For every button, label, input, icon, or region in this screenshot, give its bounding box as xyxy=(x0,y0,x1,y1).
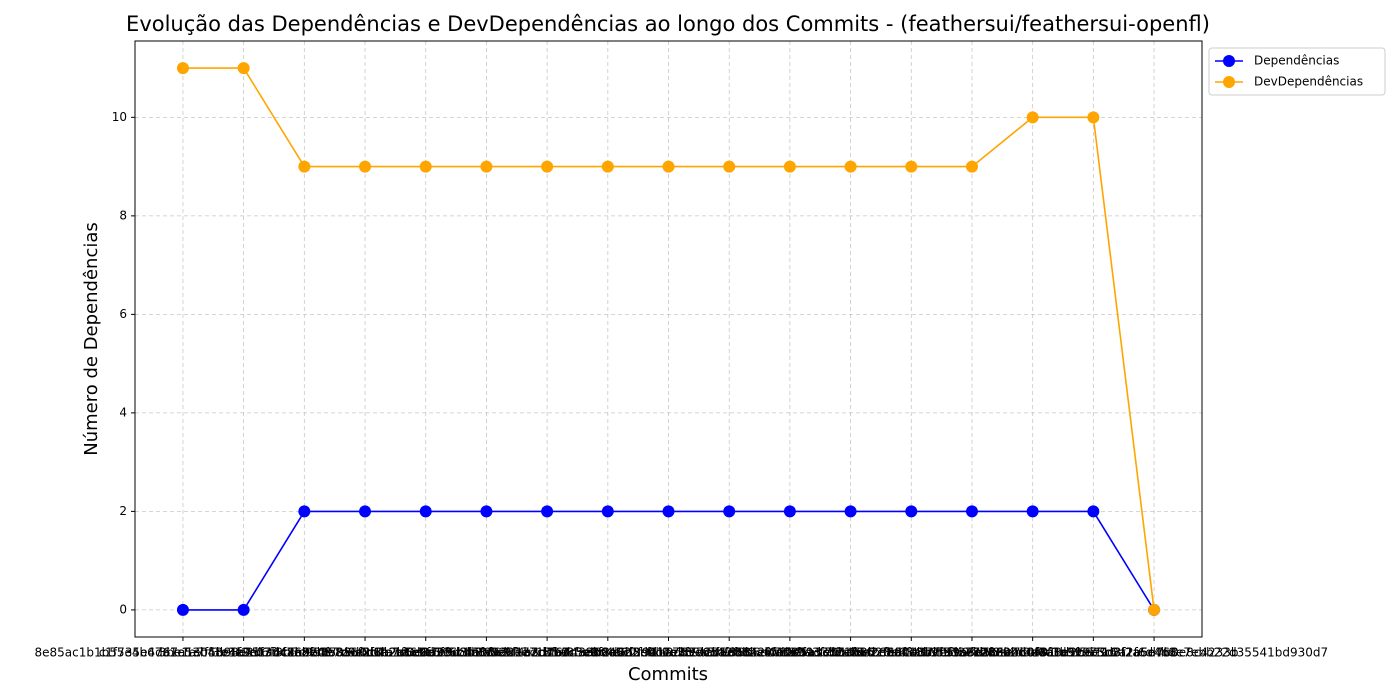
data-point xyxy=(601,160,614,173)
data-point xyxy=(176,603,189,616)
data-point xyxy=(662,160,675,173)
legend-label: DevDependências xyxy=(1254,75,1363,89)
data-point xyxy=(905,505,918,518)
x-tick-label: a61e6f3d8b2c5e9f1a7d4b0c3e6f8a2d5b9c1e73 xyxy=(402,646,692,660)
x-tick-label: c9e2b7a1f5d8e3c6b4a0f9d2e7c1b5a8f3d6e402 xyxy=(341,646,631,660)
x-tick-label: c1f735e4d67a1e0f3b3e9d1a6c8b2e4f7a9d0c1e xyxy=(99,646,389,660)
data-point xyxy=(844,505,857,518)
data-point xyxy=(419,505,432,518)
data-point xyxy=(237,62,250,75)
data-point xyxy=(541,505,554,518)
data-point xyxy=(541,160,554,173)
x-tick-label: e4b25f7f3b5c9d1e8a6f2c4b7d0e3a9f5c1b8d62 xyxy=(221,646,508,660)
data-point xyxy=(1026,111,1039,124)
legend-marker xyxy=(1223,55,1235,67)
legend-box xyxy=(1208,47,1386,96)
y-tick-label: 0 xyxy=(119,602,127,616)
legend-label: Dependências xyxy=(1254,54,1339,68)
data-point xyxy=(965,160,978,173)
y-axis-label: Número de Dependências xyxy=(81,222,102,456)
data-point xyxy=(480,505,493,518)
x-tick-label: a4e6c8b2f0d9e5a3c7b1f6d2e8a4c0b9f5d3e722 xyxy=(706,646,996,660)
y-tick-label: 6 xyxy=(119,307,127,321)
x-tick-label: c7d3f5a1e9b4c8d2f6a0e3b7c5d9f1a8e2b6c491 xyxy=(767,646,1056,660)
data-point xyxy=(662,505,675,518)
x-tick-label: f9a3d5b1e7c0f4a8d2b6e9c3f1a5d7b0e8c4233b xyxy=(948,646,1238,660)
data-point xyxy=(1087,111,1100,124)
data-point xyxy=(480,160,493,173)
data-point xyxy=(359,505,372,518)
data-point xyxy=(176,62,189,75)
y-tick-label: 10 xyxy=(112,110,127,124)
y-tick-label: 4 xyxy=(119,405,127,419)
x-tick-label: e5c1b7d9f3a6e2c8b4d0f7a1e5c9b3d8f2a6e468 xyxy=(888,646,1178,660)
x-tick-label: b3d7e1c5a9f2d6b8e4c0a3f7d1b5e9c2a6f4d801 xyxy=(523,646,813,660)
x-axis-label: Commits xyxy=(628,664,708,685)
data-point xyxy=(965,505,978,518)
x-tick-label: b6e02c4a8f1d39e75c0a2f6d4b8e7ebb22d35541… xyxy=(980,646,1328,660)
data-point xyxy=(237,603,250,616)
data-point xyxy=(783,505,796,518)
legend-marker xyxy=(1223,76,1235,88)
data-point xyxy=(419,160,432,173)
data-point xyxy=(783,160,796,173)
y-tick-label: 2 xyxy=(119,504,127,518)
y-tick-label: 8 xyxy=(119,208,127,222)
data-point xyxy=(1026,505,1039,518)
data-point xyxy=(1087,505,1100,518)
data-point xyxy=(1148,603,1161,616)
x-tick-label: f1b9d3e7c5a2f8b6d4e0c9a3f7b1d5e2c8a6f437 xyxy=(646,646,933,660)
data-point xyxy=(298,160,311,173)
x-tick-label: e8c4a6f2d0b7e3c9a5f1d8b4e2c6a0f9d3b7e516 xyxy=(584,646,874,660)
x-tick-label: f7e8f98503c4d6b2a1e9f7c5d3b8a0e6f4c2d1b7 xyxy=(282,646,569,660)
data-point xyxy=(601,505,614,518)
data-point xyxy=(905,160,918,173)
plot-frame xyxy=(134,40,1203,638)
x-tick-label: 8e85ac1b1b55e4b67a1e53b48c1f2e03d4a6b7c8 xyxy=(34,646,331,660)
x-tick-label: d2a8e4c6b0f3a9d5e1c7b2f8a4d0e6c3b9f5a116 xyxy=(827,646,1117,660)
data-point xyxy=(723,160,736,173)
x-tick-label: d5f9a2b1e7c3f6d4a8b0e5c2f9d1a7b3e6c4f858 xyxy=(464,646,751,660)
data-point xyxy=(844,160,857,173)
x-tick-label: 3be1a7f5b98e2d6f4c1a9b0e7d3c5f8a2b6e4d19 xyxy=(159,646,450,660)
data-point xyxy=(298,505,311,518)
data-point xyxy=(359,160,372,173)
chart-title: Evolução das Dependências e DevDependênc… xyxy=(126,12,1210,36)
data-point xyxy=(723,505,736,518)
